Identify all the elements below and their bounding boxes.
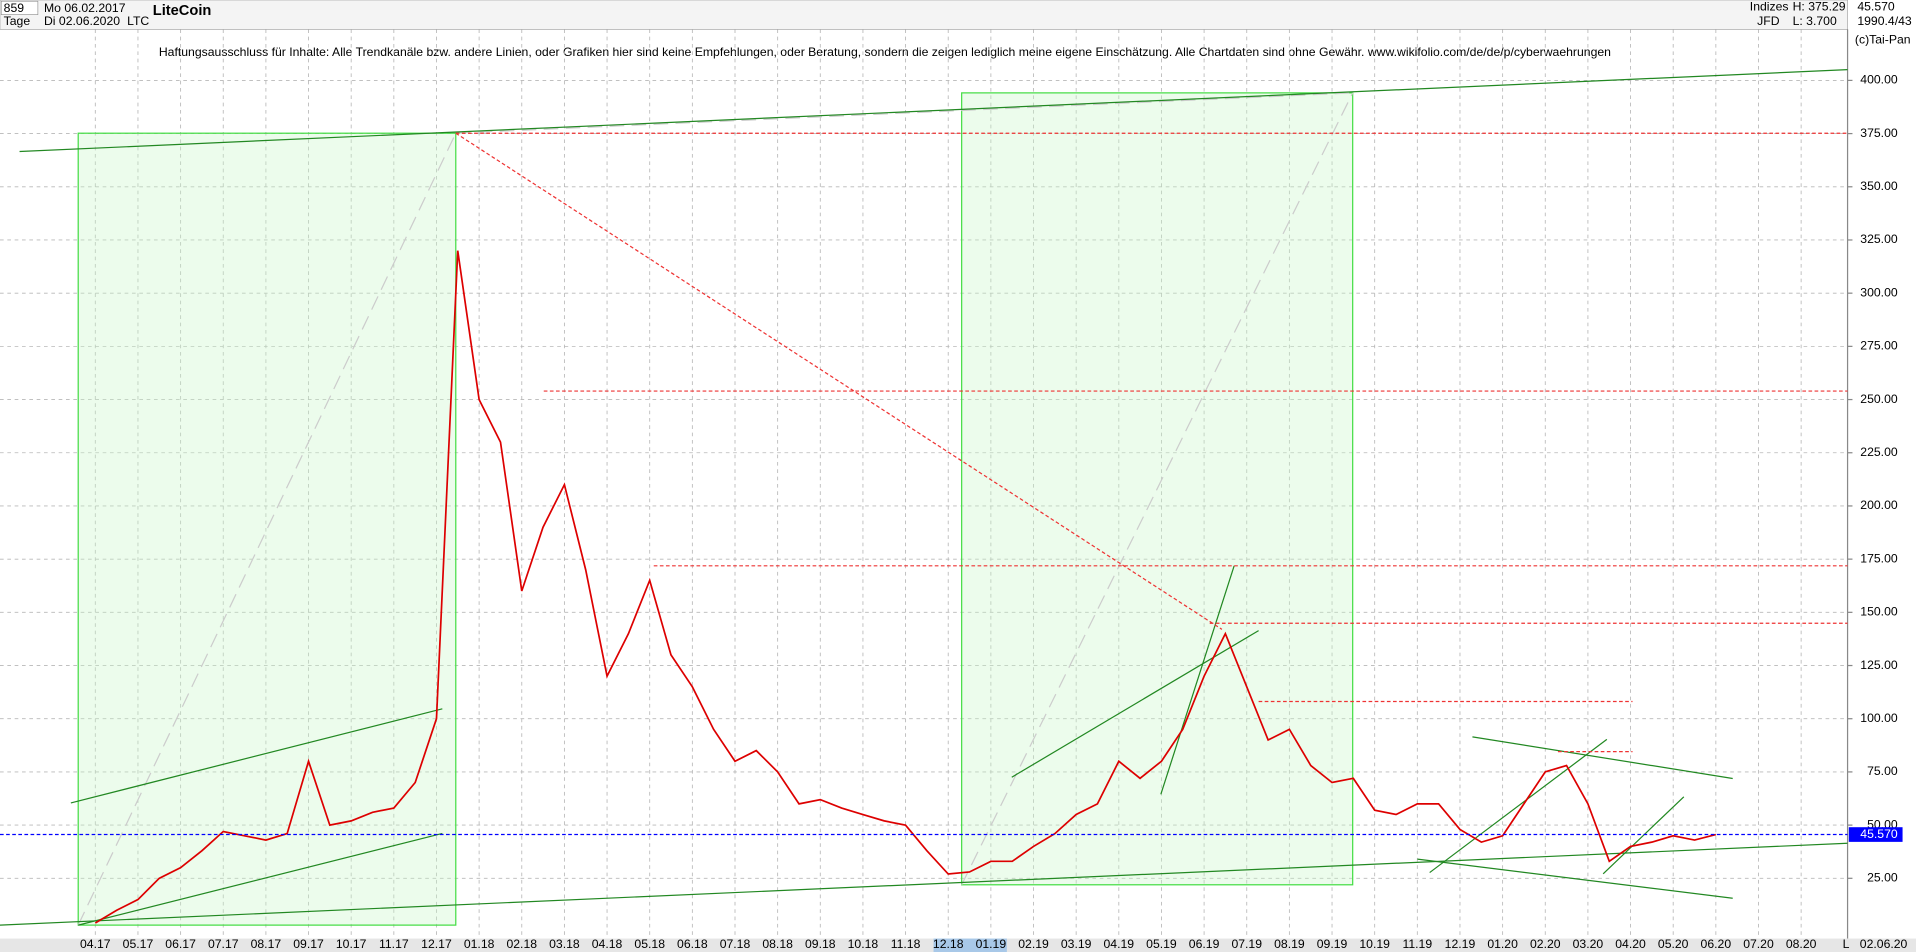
trend-line	[1417, 858, 1733, 899]
x-tick-label: 11.18	[891, 937, 921, 951]
current-price-label: 45.570	[1860, 827, 1898, 841]
x-tick-label: 01.18	[464, 937, 495, 951]
x-tick-label: 06.19	[1189, 937, 1220, 951]
x-tick-label: 08.17	[251, 937, 282, 951]
diagonal	[961, 92, 1354, 886]
y-tick-label: 250.00	[1860, 392, 1898, 406]
trend-line	[78, 832, 443, 926]
info: 1990.4/43	[1857, 14, 1912, 28]
y-tick-label: 275.00	[1860, 339, 1898, 353]
x-tick-label: 03.19	[1061, 937, 1092, 951]
x-tick-label: 11.17	[379, 937, 409, 951]
start-date: Mo 06.02.2017	[44, 1, 126, 15]
x-tick-label: 02.19	[1018, 937, 1049, 951]
x-tick-label: 04.19	[1104, 937, 1135, 951]
y-tick-label: 75.00	[1867, 764, 1898, 778]
x-axis-selection	[933, 938, 1007, 952]
x-tick-label: 09.18	[805, 937, 836, 951]
x-tick-label: 01.20	[1487, 937, 1518, 951]
x-tick-label: 12.17	[421, 937, 452, 951]
x-tick-label: 06.20	[1701, 937, 1732, 951]
y-tick-label: 200.00	[1860, 498, 1898, 512]
trend-line	[70, 708, 443, 804]
y-tick-label: 375.00	[1860, 126, 1898, 140]
x-tick-label: 10.18	[848, 937, 879, 951]
y-tick-label: 325.00	[1860, 232, 1898, 246]
drawings	[0, 69, 1848, 926]
x-tick-label: 06.17	[165, 937, 196, 951]
count: 859	[4, 1, 25, 15]
end-date: Di 02.06.2020	[44, 14, 120, 28]
x-tick-label: 04.18	[592, 937, 623, 951]
x-tick-label: 05.18	[634, 937, 665, 951]
disclaimer: Haftungsausschluss für Inhalte: Alle Tre…	[159, 45, 1611, 59]
x-tick-label: 07.20	[1743, 937, 1774, 951]
y-tick-label: 175.00	[1860, 551, 1898, 565]
y-tick-label: 350.00	[1860, 179, 1898, 193]
diagonal	[77, 132, 457, 926]
x-tick-label: 06.18	[677, 937, 708, 951]
x-tick-label: 08.18	[762, 937, 793, 951]
x-tick-label: 12.19	[1445, 937, 1476, 951]
trend-line	[1602, 796, 1685, 875]
chart-title: LiteCoin	[153, 3, 212, 19]
x-tick-label: 05.19	[1146, 937, 1177, 951]
x-tick-label: 09.19	[1317, 937, 1348, 951]
diagonal	[455, 92, 1353, 134]
y-tick-label: 400.00	[1860, 73, 1898, 87]
x-tick-label: 04.20	[1615, 937, 1646, 951]
y-tick-label: 125.00	[1860, 658, 1898, 672]
x-tick-label: 07.17	[208, 937, 239, 951]
trend-line	[19, 69, 1848, 153]
footer-flag: L	[1843, 937, 1850, 951]
x-tick-label: 04.17	[80, 937, 111, 951]
x-tick-label: 11.19	[1402, 937, 1432, 951]
x-tick-label: 05.17	[123, 937, 154, 951]
trend-line	[1160, 565, 1235, 795]
broker: JFD	[1757, 14, 1780, 28]
x-tick-label: 02.18	[506, 937, 537, 951]
trend-line	[1472, 736, 1733, 780]
period[interactable]: Tage	[4, 14, 31, 28]
x-tick-label: 10.19	[1359, 937, 1390, 951]
resistance-line	[455, 132, 1223, 630]
y-tick-label: 225.00	[1860, 445, 1898, 459]
trend-line	[1429, 738, 1608, 874]
x-tick-label: 09.17	[293, 937, 324, 951]
x-tick-label: 10.17	[336, 937, 367, 951]
x-tick-label: 08.20	[1786, 937, 1817, 951]
copyright: (c)Tai-Pan	[1855, 33, 1911, 47]
y-tick-label: 150.00	[1860, 605, 1898, 619]
symbol: LTC	[127, 14, 149, 28]
category: Indizes	[1750, 0, 1789, 14]
x-tick-label: 02.20	[1530, 937, 1561, 951]
last: 45.570	[1857, 0, 1895, 14]
header-bar	[0, 0, 1848, 30]
footer-date: 02.06.20	[1860, 937, 1908, 951]
y-tick-label: 25.00	[1867, 871, 1898, 885]
x-tick-label: 03.20	[1573, 937, 1604, 951]
low: L: 3.700	[1793, 14, 1837, 28]
y-tick-label: 300.00	[1860, 285, 1898, 299]
x-tick-label: 12.18	[933, 937, 964, 951]
x-tick-label: 03.18	[549, 937, 580, 951]
x-tick-label: 07.19	[1231, 937, 1262, 951]
price-line	[94, 250, 1717, 924]
x-tick-label: 08.19	[1274, 937, 1305, 951]
count-box[interactable]	[0, 0, 39, 15]
x-tick-label: 01.19	[976, 937, 1007, 951]
high: H: 375.29	[1793, 0, 1846, 14]
y-tick-label: 100.00	[1860, 711, 1898, 725]
x-tick-label: 07.18	[720, 937, 751, 951]
current-price-box	[1848, 827, 1903, 842]
trend-line	[0, 842, 1848, 926]
trend-line	[1011, 630, 1259, 778]
x-tick-label: 05.20	[1658, 937, 1689, 951]
